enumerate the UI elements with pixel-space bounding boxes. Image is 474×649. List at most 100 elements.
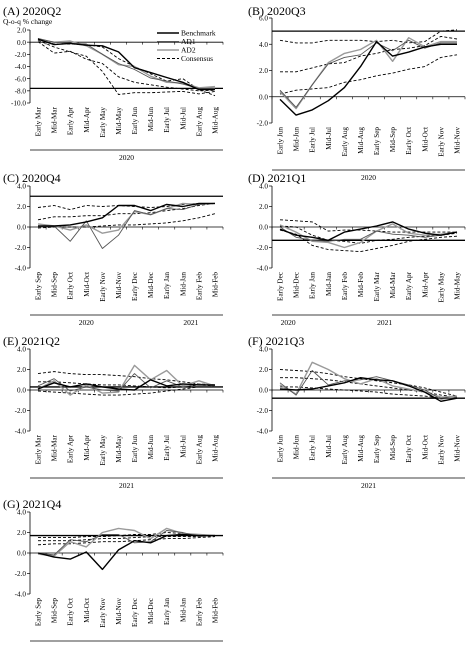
x-tick-label: Early Oct <box>405 435 413 463</box>
series-consensus-line <box>37 536 216 546</box>
panel-c: (C) 2020Q4 -4.0 -2.0 0.0 2.0 4.0 Early Sep Mid-… <box>3 171 224 327</box>
x-tick-label: Mid-Aug <box>211 107 219 134</box>
panel-title: (C) 2020Q4 <box>3 171 61 185</box>
x-tick-label: Early Oct <box>67 598 75 626</box>
x-tick-label: Mid-Jun <box>293 127 301 152</box>
x-tick-label: Early May <box>437 272 445 303</box>
x-tick-label: Early Nov <box>99 272 107 302</box>
y-tick-label: -2.0 <box>15 244 27 252</box>
x-tick-label: Early May <box>99 107 107 138</box>
series-benchmark-line <box>37 379 215 391</box>
x-tick-label: Early Mar <box>35 434 43 464</box>
x-tick-label: Early Oct <box>405 127 413 155</box>
x-tick-label: Mid-Feb <box>211 598 219 624</box>
x-tick-label: Mid-Aug <box>357 127 365 154</box>
x-tick-label: Early May <box>99 435 107 466</box>
x-tick-label: Mid-Jun <box>147 435 155 460</box>
y-axis-label: Q-o-q % change <box>3 17 53 26</box>
x-tick-label: Mid-Nov <box>453 435 461 462</box>
x-tick-label: Mid-May <box>115 435 123 463</box>
x-tick-label: Mid-Oct <box>83 598 91 623</box>
x-tick-label: Mid-Feb <box>357 272 365 298</box>
y-tick-label: 0.0 <box>17 224 26 232</box>
x-tick-label: Mid-Nov <box>115 598 123 625</box>
y-tick-label: -4.0 <box>15 428 27 436</box>
x-tick-label: Early Dec <box>131 598 139 627</box>
series-consensus-line <box>37 213 216 229</box>
series-consensus-line <box>37 39 216 95</box>
x-tick-label: Early Jan <box>163 272 171 299</box>
x-tick-label: Early Apr <box>67 106 75 135</box>
series-ad2-line <box>37 527 216 557</box>
x-tick-label: Early Nov <box>437 127 445 157</box>
series-consensus-line <box>279 225 458 244</box>
x-tick-label: Mid-Mar <box>389 271 397 298</box>
x-tick-label: Early Jun <box>131 107 139 135</box>
y-tick-label: 4.0 <box>259 41 268 49</box>
x-tick-label: Mid-Dec <box>147 598 155 624</box>
x-tick-label: Mid-Jan <box>325 272 333 296</box>
y-tick-label: 2.0 <box>17 203 26 211</box>
year-label: 2020 <box>281 318 296 327</box>
y-tick-label: 4.0 <box>17 183 26 191</box>
series-ad2-line <box>37 202 216 234</box>
panel-title: (E) 2021Q2 <box>3 334 60 348</box>
x-tick-label: Early Sep <box>373 435 381 464</box>
y-tick-label: -10.0 <box>11 100 26 108</box>
panel-b: (B) 2020Q3 -2.0 0.0 2.0 4.0 6.0 Early Jun Mid-J… <box>248 4 466 182</box>
x-tick-label: Early Aug <box>195 107 203 137</box>
y-tick-label: -2.0 <box>15 570 27 578</box>
y-tick-label: -4.0 <box>15 265 27 273</box>
x-tick-label: Mid-Jul <box>179 435 187 458</box>
x-tick-label: Mid-Sep <box>51 598 59 624</box>
x-tick-label: Early Dec <box>131 272 139 301</box>
x-tick-label: Early Feb <box>195 272 203 301</box>
y-tick-label: -2.0 <box>257 407 269 415</box>
y-tick-label: 2.0 <box>259 67 268 75</box>
x-tick-label: Mid-Jan <box>179 272 187 296</box>
year-label: 2020 <box>79 318 94 327</box>
x-tick-label: Mid-Apr <box>83 434 91 460</box>
y-tick-label: -2.0 <box>257 120 269 128</box>
x-tick-label: Mid-Apr <box>83 106 91 132</box>
panel-d: (D) 2021Q1 -4.0 -2.0 0.0 2.0 4.0 Early Dec Mid-… <box>248 171 466 327</box>
x-tick-label: Mid-Feb <box>211 272 219 298</box>
y-tick-label: -8.0 <box>15 87 27 95</box>
y-tick-label: 2.0 <box>259 366 268 374</box>
x-tick-label: Early Jul <box>309 127 317 153</box>
series-ad2-line <box>37 364 216 396</box>
y-tick-label: 2.0 <box>17 27 26 35</box>
legend-ad2-label: AD2 <box>181 46 196 55</box>
series-ad1-line <box>37 373 216 392</box>
year-label: 2020 <box>119 153 134 162</box>
series-consensus-line <box>280 386 457 399</box>
panel-g: (G) 2021Q4 -4.0 -2.0 0.0 2.0 4.0 Early Sep Mid-… <box>3 497 224 649</box>
x-tick-label: Early Nov <box>99 598 107 628</box>
x-tick-label: Mid-Aug <box>211 435 219 462</box>
y-tick-label: 0.0 <box>259 224 268 232</box>
x-tick-label: Early Apr <box>405 271 413 300</box>
x-tick-label: Early Jul <box>163 435 171 461</box>
y-tick-label: -6.0 <box>15 75 27 83</box>
y-tick-label: -4.0 <box>257 265 269 273</box>
x-tick-label: Mid-Aug <box>357 435 365 462</box>
x-tick-label: Mid-Dec <box>147 272 155 298</box>
y-tick-label: 2.0 <box>259 203 268 211</box>
x-tick-label: Mid-Apr <box>421 271 429 297</box>
x-tick-label: Early Oct <box>67 272 75 300</box>
x-tick-label: Mid-Mar <box>51 434 59 461</box>
panel-f: (F) 2021Q3 -4.0 -2.0 0.0 2.0 4.0 Early Jun Mid-… <box>248 334 466 490</box>
series-consensus-line <box>279 219 457 233</box>
x-tick-label: Early Mar <box>35 106 43 136</box>
y-tick-label: -2.0 <box>257 244 269 252</box>
y-tick-label: -2.0 <box>15 51 27 59</box>
panel-title: (B) 2020Q3 <box>248 4 306 18</box>
x-tick-label: Early Feb <box>195 598 203 627</box>
x-tick-label: Early Jul <box>309 435 317 461</box>
series-benchmark-line <box>279 221 458 242</box>
series-ad1-line <box>279 39 457 108</box>
x-tick-label: Early Feb <box>341 272 349 301</box>
x-tick-label: Early Apr <box>67 434 75 463</box>
